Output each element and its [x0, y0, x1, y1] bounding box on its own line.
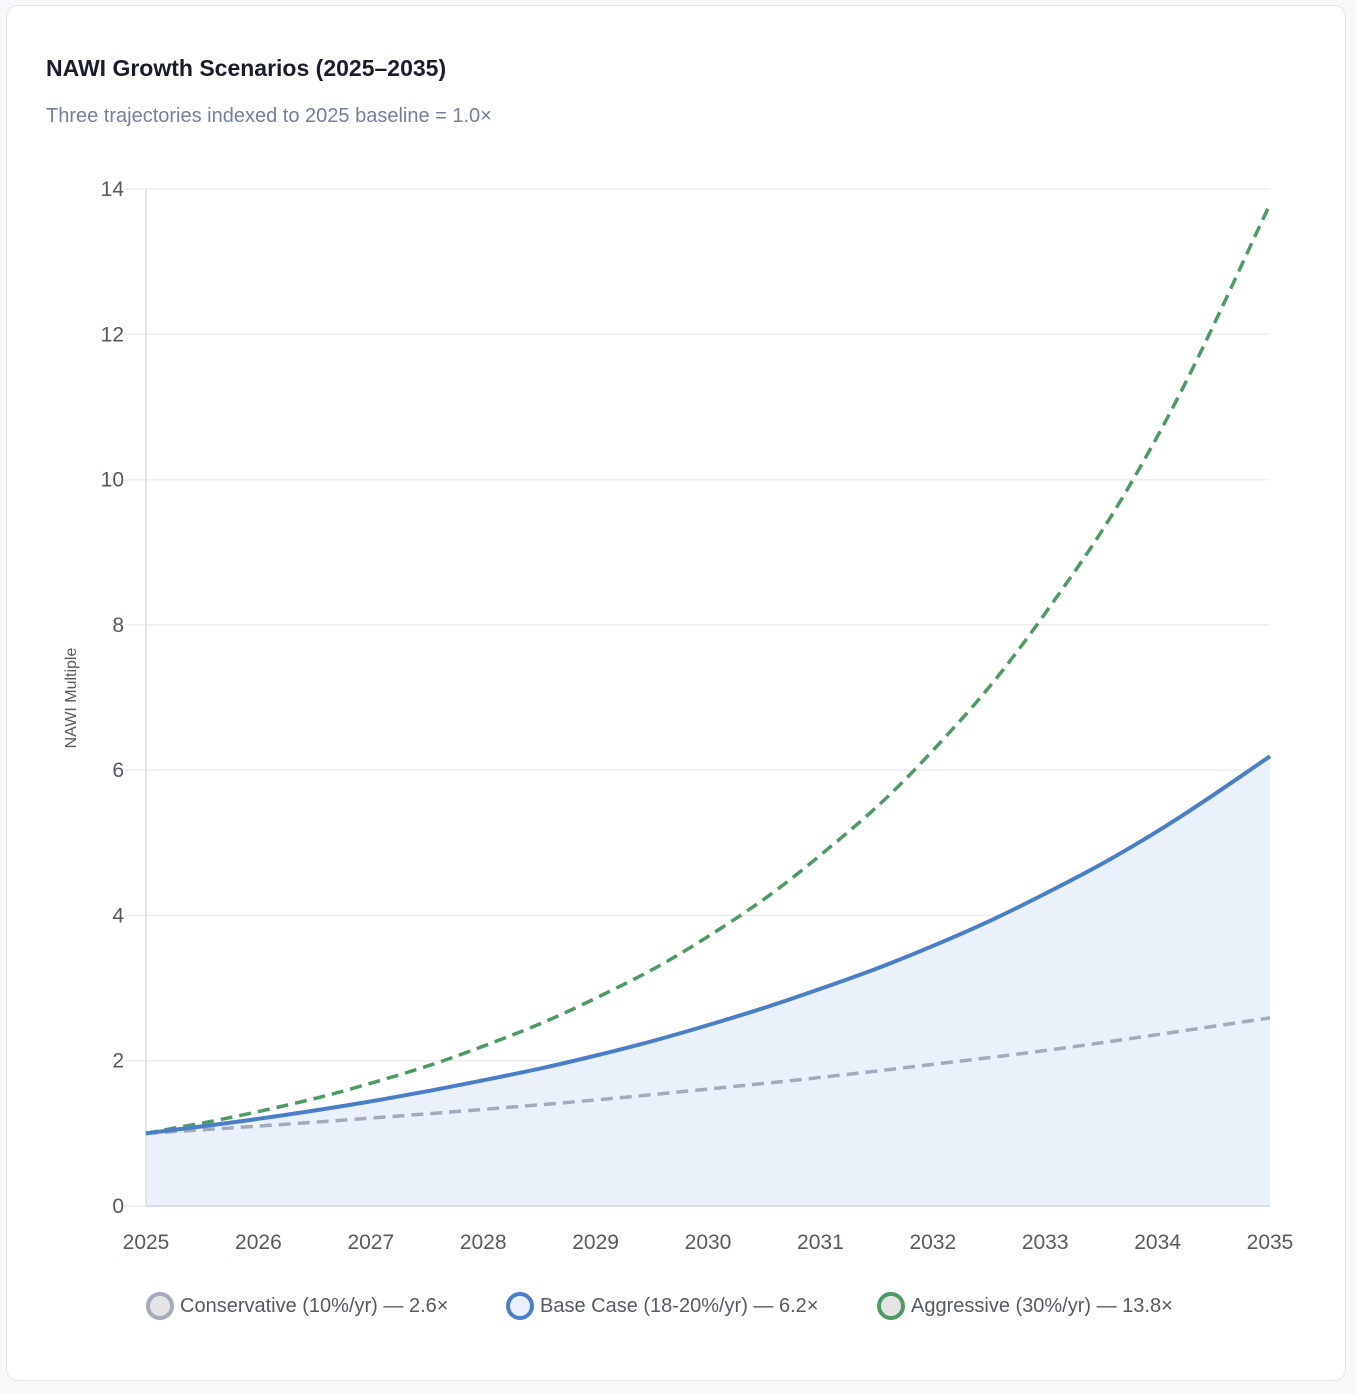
series-lines: [145, 203, 1272, 1136]
y-tick-label: 0: [112, 1195, 124, 1218]
tick-labels: 0 2 4 6 8 10 12 14 2025 2026 2027 2028 2029 2030 2031 2…: [101, 178, 1294, 1254]
legend-item-aggressive[interactable]: Aggressive (30%/yr) — 13.8×: [877, 1288, 1173, 1324]
x-tick-label: 2028: [460, 1231, 507, 1254]
legend-swatch-conservative-icon: [146, 1292, 174, 1320]
legend-item-base-case[interactable]: Base Case (18-20%/yr) — 6.2×: [506, 1288, 818, 1324]
chart-legend: Conservative (10%/yr) — 2.6× Base Case (…: [0, 1288, 1356, 1324]
series-line-conservative: [145, 1016, 1271, 1136]
x-tick-label: 2032: [909, 1231, 956, 1254]
x-tick-label: 2034: [1134, 1231, 1181, 1254]
legend-swatch-base-case-icon: [506, 1292, 534, 1320]
x-tick-label: 2027: [347, 1231, 394, 1254]
legend-swatch-aggressive-icon: [877, 1292, 905, 1320]
y-tick-label: 14: [101, 178, 125, 201]
area-fills: [146, 756, 1270, 1206]
x-tick-label: 2033: [1022, 1231, 1069, 1254]
axes: [145, 189, 1270, 1207]
legend-label: Aggressive (30%/yr) — 13.8×: [911, 1294, 1173, 1317]
chart-title: NAWI Growth Scenarios (2025–2035): [46, 55, 447, 81]
x-tick-label: 2030: [685, 1231, 732, 1254]
legend-item-conservative[interactable]: Conservative (10%/yr) — 2.6×: [146, 1288, 448, 1324]
y-axis-title: NAWI Multiple: [63, 648, 80, 749]
y-tick-label: 8: [112, 614, 124, 637]
y-tick-label: 6: [112, 759, 124, 782]
legend-label: Base Case (18-20%/yr) — 6.2×: [540, 1294, 819, 1317]
x-tick-label: 2029: [572, 1231, 619, 1254]
series-line-aggressive: [145, 203, 1272, 1136]
x-tick-label: 2031: [797, 1231, 844, 1254]
y-tick-label: 2: [112, 1050, 124, 1073]
chart-subtitle: Three trajectories indexed to 2025 basel…: [46, 105, 492, 127]
legend-label: Conservative (10%/yr) — 2.6×: [180, 1294, 449, 1317]
y-tick-label: 12: [101, 323, 124, 346]
x-tick-label: 2026: [235, 1231, 282, 1254]
x-tick-label: 2025: [123, 1231, 170, 1254]
area-fill-base: [146, 756, 1270, 1206]
series-line-base: [145, 754, 1272, 1136]
x-tick-label: 2035: [1247, 1231, 1294, 1254]
y-tick-label: 4: [112, 904, 124, 927]
y-tick-label: 10: [101, 469, 124, 492]
